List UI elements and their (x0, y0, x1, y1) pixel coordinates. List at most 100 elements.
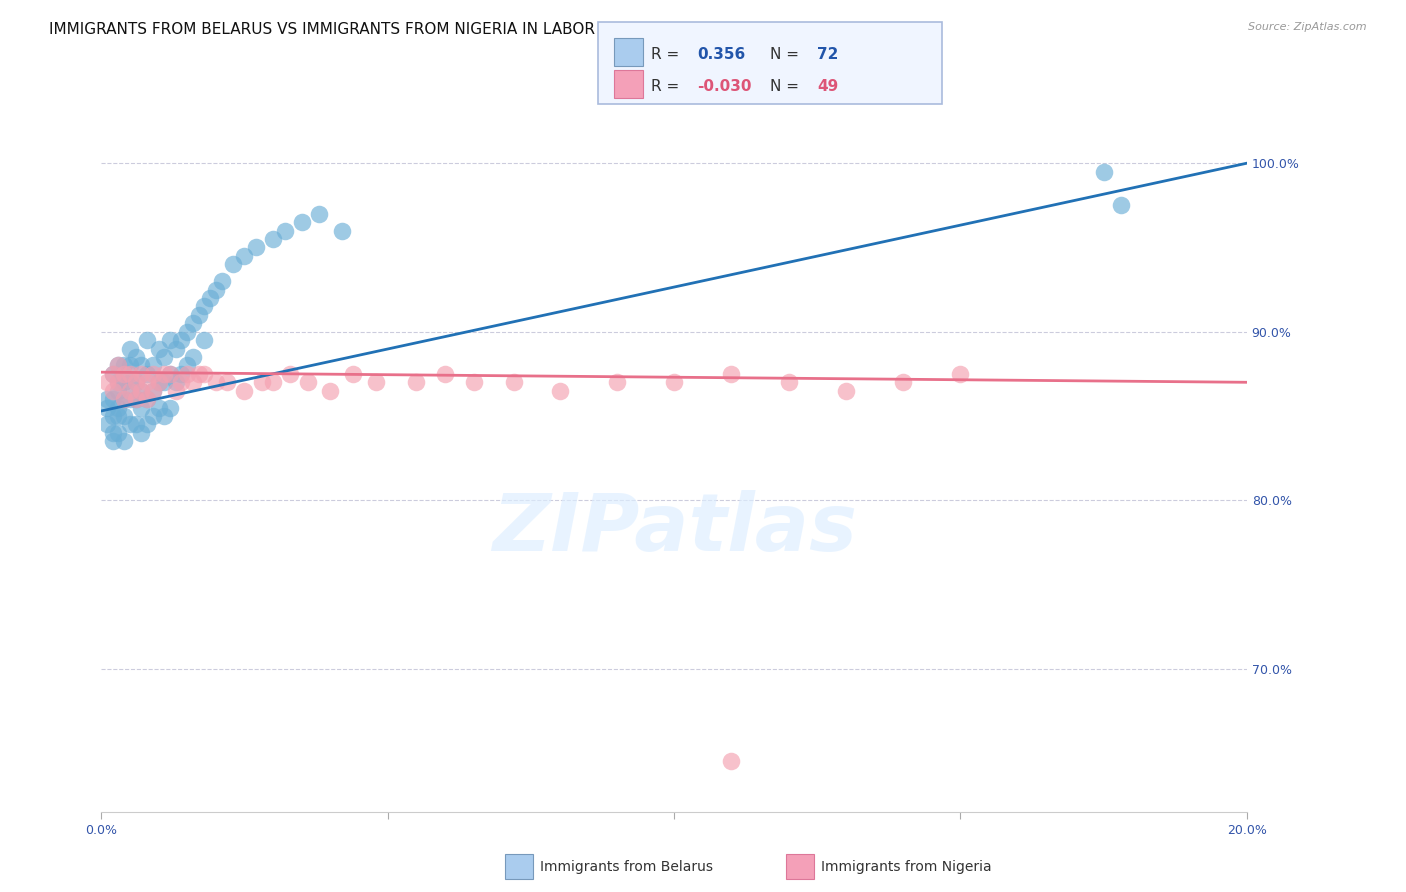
Point (112, 392, 135, 406)
Point (273, 224, 295, 238)
Point (297, 376, 319, 390)
Point (181, 350, 204, 364)
Point (245, 240, 267, 254)
Point (159, 367, 181, 381)
Text: Immigrants from Nigeria: Immigrants from Nigeria (821, 860, 991, 874)
Point (148, 376, 170, 390)
Point (548, 384, 571, 398)
Point (308, 207, 330, 221)
Point (112, 434, 135, 449)
Point (405, 376, 427, 390)
Point (142, 359, 165, 373)
Point (606, 376, 628, 390)
Point (101, 392, 124, 406)
Point (136, 376, 159, 390)
Point (159, 333, 181, 347)
Point (101, 425, 124, 440)
Point (778, 376, 800, 390)
Point (96, 401, 118, 415)
Point (112, 367, 135, 381)
Point (250, 376, 273, 390)
Point (170, 376, 193, 390)
Point (101, 434, 124, 449)
Point (112, 376, 135, 390)
Point (233, 249, 256, 263)
Point (153, 350, 176, 364)
Point (159, 401, 181, 415)
Point (319, 384, 342, 398)
Point (205, 376, 228, 390)
Point (118, 376, 141, 390)
Point (96, 376, 118, 390)
Point (1092, 164, 1115, 178)
Point (262, 376, 284, 390)
Point (165, 384, 187, 398)
Point (1109, 198, 1132, 212)
Point (159, 367, 181, 381)
Point (136, 333, 159, 347)
Point (222, 257, 245, 271)
Point (176, 325, 198, 339)
Point (131, 384, 153, 398)
Point (291, 215, 314, 229)
Point (148, 401, 170, 415)
Text: IMMIGRANTS FROM BELARUS VS IMMIGRANTS FROM NIGERIA IN LABOR FORCE | AGE 35-44 CO: IMMIGRANTS FROM BELARUS VS IMMIGRANTS FR… (49, 22, 917, 38)
Point (835, 384, 858, 398)
Point (153, 376, 176, 390)
Point (118, 384, 141, 398)
Text: Immigrants from Belarus: Immigrants from Belarus (540, 860, 713, 874)
Point (153, 409, 176, 423)
Point (131, 384, 153, 398)
Point (124, 417, 146, 432)
Point (142, 384, 165, 398)
Text: 49: 49 (817, 79, 838, 95)
Point (107, 376, 129, 390)
Point (112, 392, 135, 406)
Point (433, 367, 456, 381)
Point (112, 409, 135, 423)
Point (153, 367, 176, 381)
Point (165, 342, 187, 356)
Point (148, 376, 170, 390)
Point (112, 359, 135, 373)
Point (118, 359, 141, 373)
Point (131, 425, 153, 440)
Point (176, 367, 198, 381)
Point (217, 376, 239, 390)
Point (142, 367, 165, 381)
Point (101, 409, 124, 423)
Point (131, 401, 153, 415)
Point (233, 384, 256, 398)
Point (96, 417, 118, 432)
Point (136, 417, 159, 432)
Point (148, 342, 170, 356)
Point (720, 755, 742, 769)
Point (176, 359, 198, 373)
Point (278, 367, 301, 381)
Point (170, 367, 193, 381)
Point (142, 409, 165, 423)
Point (118, 342, 141, 356)
Text: R =: R = (651, 79, 685, 95)
Point (118, 417, 141, 432)
Text: N =: N = (770, 79, 804, 95)
Point (330, 224, 353, 238)
Point (124, 392, 146, 406)
Point (136, 392, 159, 406)
Point (107, 384, 129, 398)
Point (187, 367, 209, 381)
Point (136, 367, 159, 381)
Point (181, 316, 204, 330)
Point (101, 367, 124, 381)
Point (193, 300, 215, 314)
Point (170, 333, 193, 347)
Text: R =: R = (651, 47, 685, 62)
Text: 72: 72 (817, 47, 838, 62)
Point (342, 367, 364, 381)
Point (107, 359, 129, 373)
Point (118, 367, 141, 381)
Point (131, 359, 153, 373)
Point (107, 376, 129, 390)
Point (131, 367, 153, 381)
Point (124, 376, 146, 390)
